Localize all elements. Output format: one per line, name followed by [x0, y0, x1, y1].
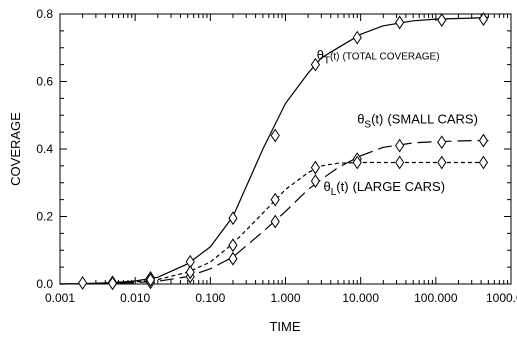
x-tick-label: 0.100	[195, 291, 225, 305]
data-point-total	[78, 276, 88, 290]
series-line-total	[59, 16, 489, 285]
data-point-small	[310, 174, 321, 188]
annotation-small-sub: S	[364, 120, 371, 131]
series-line-large	[59, 161, 489, 285]
data-point-large	[270, 192, 280, 207]
annotation-large-text: (LARGE CARS)	[353, 179, 445, 194]
annotation-large-cars: θL(t) (LARGE CARS)	[324, 179, 446, 198]
data-point-large	[395, 155, 405, 170]
data-point-small	[437, 135, 447, 150]
data-point-small	[395, 138, 405, 153]
y-tick-label: 0.8	[36, 7, 53, 21]
data-point-large	[478, 155, 489, 170]
data-point-total	[478, 12, 489, 26]
data-point-large	[437, 155, 447, 170]
annotation-small-theta: θ	[357, 112, 364, 127]
annotation-total-arg: (t)	[330, 52, 339, 63]
x-tick-label: 1.000	[270, 291, 300, 305]
data-point-total	[228, 211, 238, 226]
y-tick-label: 0.6	[36, 75, 53, 89]
annotation-total-coverage: θT(t) (TOTAL COVERAGE)	[317, 48, 440, 67]
annotation-small-cars: θS(t) (SMALL CARS)	[357, 112, 478, 131]
series-line-small	[59, 140, 489, 285]
data-point-small	[270, 214, 280, 229]
x-tick-label: 1000.000	[486, 291, 517, 305]
y-tick-label: 0.4	[36, 142, 53, 156]
annotation-total-sub: T	[324, 56, 330, 67]
annotation-large-arg: (t)	[336, 179, 348, 194]
x-tick-label: 0.010	[120, 291, 150, 305]
annotation-total-theta: θ	[317, 48, 324, 63]
series-markers	[78, 12, 489, 291]
data-point-total	[395, 15, 405, 30]
data-point-total	[310, 57, 321, 72]
tick-labels: 0.001 0.010 0.100 1.000 10.000 100.000 1000.00…	[36, 7, 517, 305]
data-point-large	[352, 155, 362, 170]
y-tick-label: 0.0	[36, 277, 53, 291]
data-point-small	[107, 276, 118, 291]
data-point-total	[352, 30, 362, 45]
annotation-large-theta: θ	[324, 179, 331, 194]
data-point-small	[478, 133, 489, 148]
data-point-total	[270, 128, 280, 143]
axis-ticks	[59, 13, 512, 285]
y-tick-label: 0.2	[36, 210, 53, 224]
x-tick-label: 100.000	[414, 291, 458, 305]
annotation-small-text: (SMALL CARS)	[387, 112, 478, 127]
y-axis-title: COVERAGE	[8, 112, 23, 186]
data-point-total	[437, 13, 447, 27]
data-point-small	[228, 251, 238, 266]
annotation-large-sub: L	[331, 187, 337, 198]
series-curves	[59, 16, 489, 285]
data-point-large	[310, 160, 321, 175]
x-axis-title: TIME	[269, 319, 300, 334]
data-point-large	[185, 265, 195, 280]
plot-frame	[59, 13, 512, 285]
x-tick-label: 10.000	[342, 291, 379, 305]
x-tick-label: 0.001	[45, 291, 75, 305]
annotation-total-text: (TOTAL COVERAGE)	[342, 52, 439, 63]
annotation-small-arg: (t)	[371, 112, 383, 127]
data-point-large	[228, 238, 238, 253]
data-point-large	[145, 273, 156, 287]
